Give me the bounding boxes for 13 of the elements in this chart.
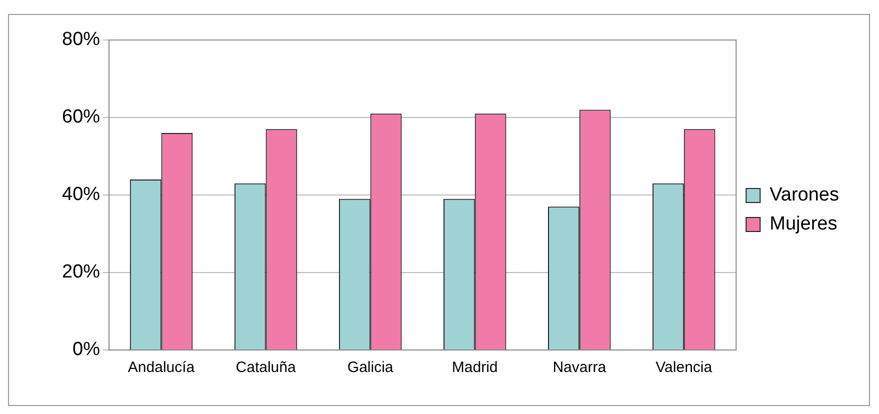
x-tick-label: Galicia bbox=[347, 359, 394, 376]
legend-label: Varones bbox=[770, 184, 839, 206]
legend-label: Mujeres bbox=[770, 214, 838, 235]
y-tick-label: 60% bbox=[62, 106, 100, 128]
y-tick-label: 80% bbox=[62, 29, 100, 50]
x-tick-label: Navarra bbox=[552, 359, 607, 376]
y-tick-label: 40% bbox=[62, 184, 100, 206]
x-tick-label: Madrid bbox=[452, 359, 498, 376]
x-tick-label: Valencia bbox=[656, 359, 713, 376]
y-tick-label: 20% bbox=[62, 262, 100, 283]
y-tick-label: 0% bbox=[72, 339, 100, 360]
x-tick-label: Andalucía bbox=[128, 359, 196, 376]
x-tick-label: Cataluña bbox=[236, 359, 296, 376]
